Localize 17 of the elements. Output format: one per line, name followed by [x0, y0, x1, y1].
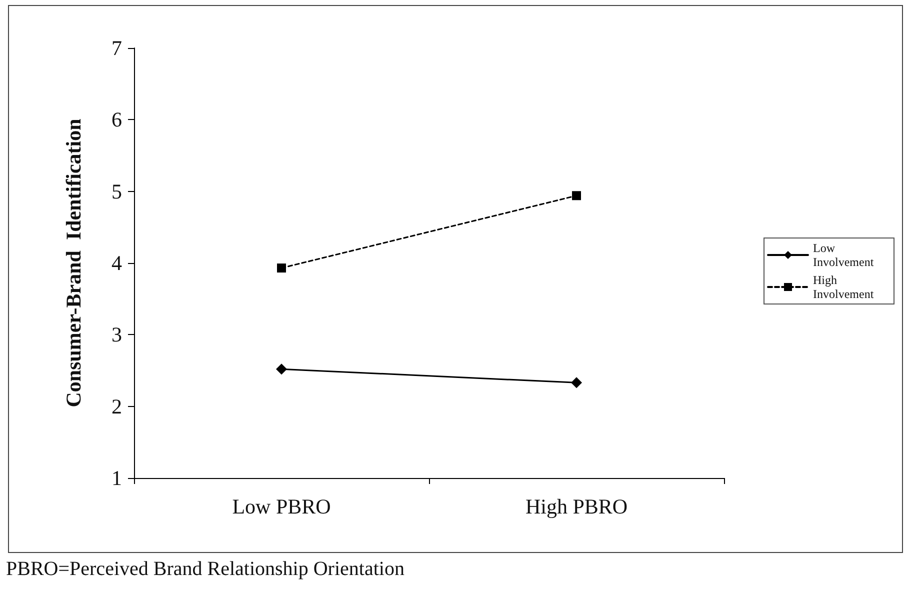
- y-tick-label: 3: [112, 322, 122, 347]
- x-tick-label: High PBRO: [525, 494, 628, 518]
- y-axis-title: Consumer-Brand Identification: [62, 118, 86, 408]
- y-tick-label: 1: [112, 466, 122, 490]
- y-tick-label: 5: [112, 179, 122, 204]
- point: [277, 264, 286, 273]
- legend-label: High Involvement: [813, 273, 874, 301]
- y-tick-label: 4: [112, 251, 122, 275]
- point: [571, 377, 582, 388]
- y-tick-label: 7: [112, 36, 122, 60]
- text: PBRO=Perceived Brand Relationship Orientation: [6, 558, 404, 581]
- x-tick-label: Low PBRO: [232, 494, 331, 518]
- point: [572, 191, 581, 200]
- point: [276, 364, 287, 375]
- y-tick-label: 2: [112, 394, 122, 418]
- legend-label: Low Involvement: [813, 241, 874, 269]
- y-tick-label: 6: [112, 108, 122, 132]
